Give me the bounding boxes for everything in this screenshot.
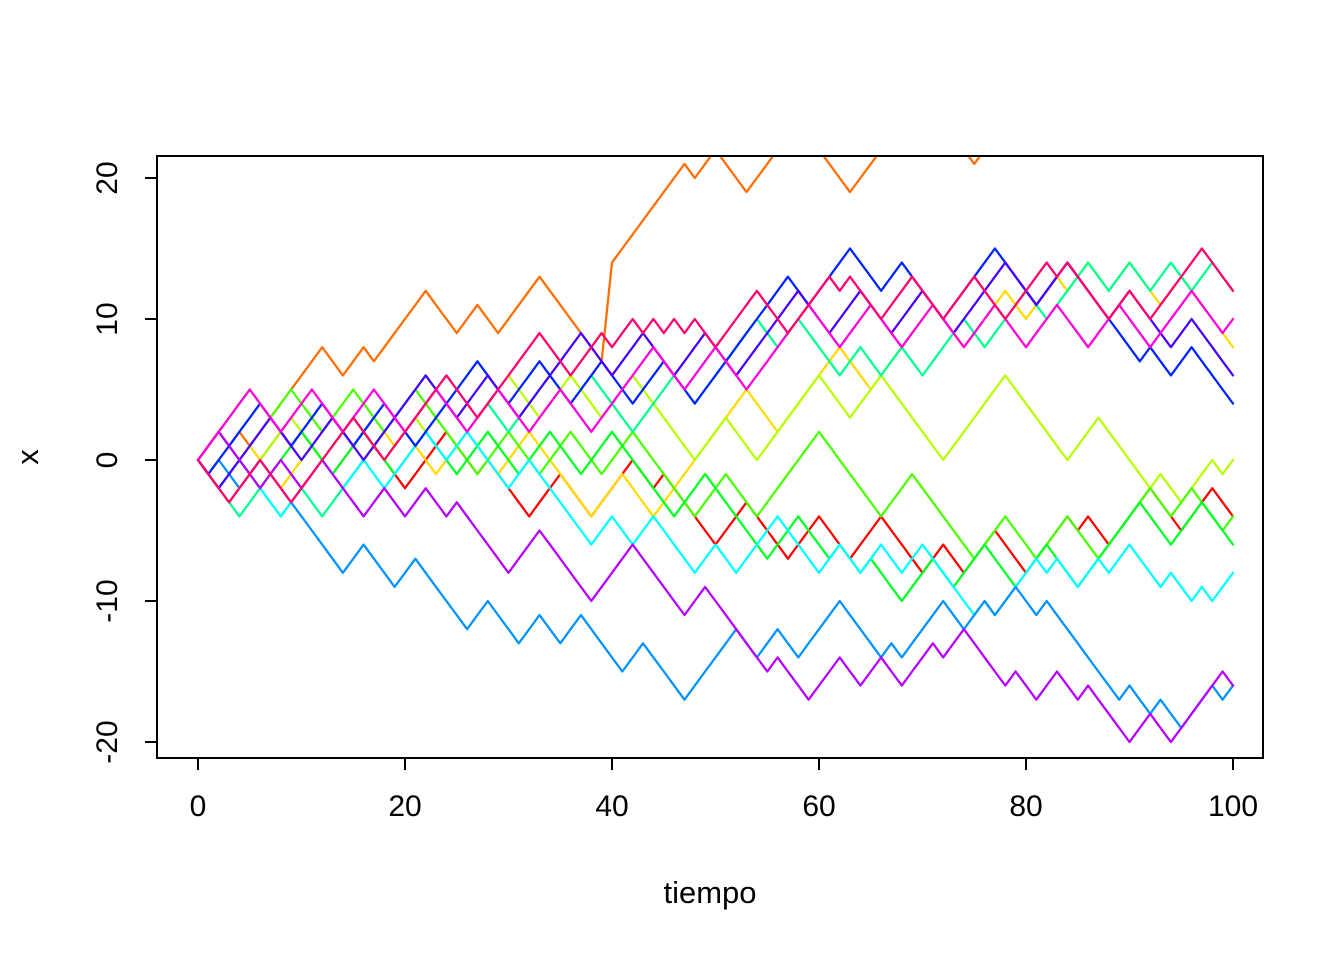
- series-group: [196, 156, 1235, 744]
- walk-line-chartreuse: [196, 374, 1235, 504]
- x-tick-label: 60: [802, 790, 835, 823]
- y-tick-label: 20: [91, 161, 124, 194]
- y-tick-label: 10: [91, 302, 124, 335]
- x-tick-label: 20: [388, 790, 421, 823]
- axis-group: 0 20 40 60 80 100 -20 -10 0 10 20: [91, 161, 1258, 823]
- walk-line-green: [196, 430, 1235, 603]
- x-tick-label: 0: [190, 790, 207, 823]
- walk-line-orange: [196, 156, 982, 462]
- plot-box: [156, 155, 1264, 759]
- y-tick-label: 0: [91, 452, 124, 469]
- walk-line-purple: [196, 430, 1235, 744]
- y-tick-label: -10: [91, 579, 124, 622]
- x-tick-label: 100: [1208, 790, 1258, 823]
- x-axis-title: tiempo: [663, 875, 756, 910]
- walk-line-crimson: [196, 247, 1235, 504]
- y-axis-title: x: [10, 449, 45, 465]
- walk-line-azure: [196, 458, 1235, 730]
- walk-line-cyan: [196, 430, 1235, 617]
- x-tick-label: 80: [1009, 790, 1042, 823]
- x-tick-label: 40: [595, 790, 628, 823]
- y-tick-label: -20: [91, 720, 124, 763]
